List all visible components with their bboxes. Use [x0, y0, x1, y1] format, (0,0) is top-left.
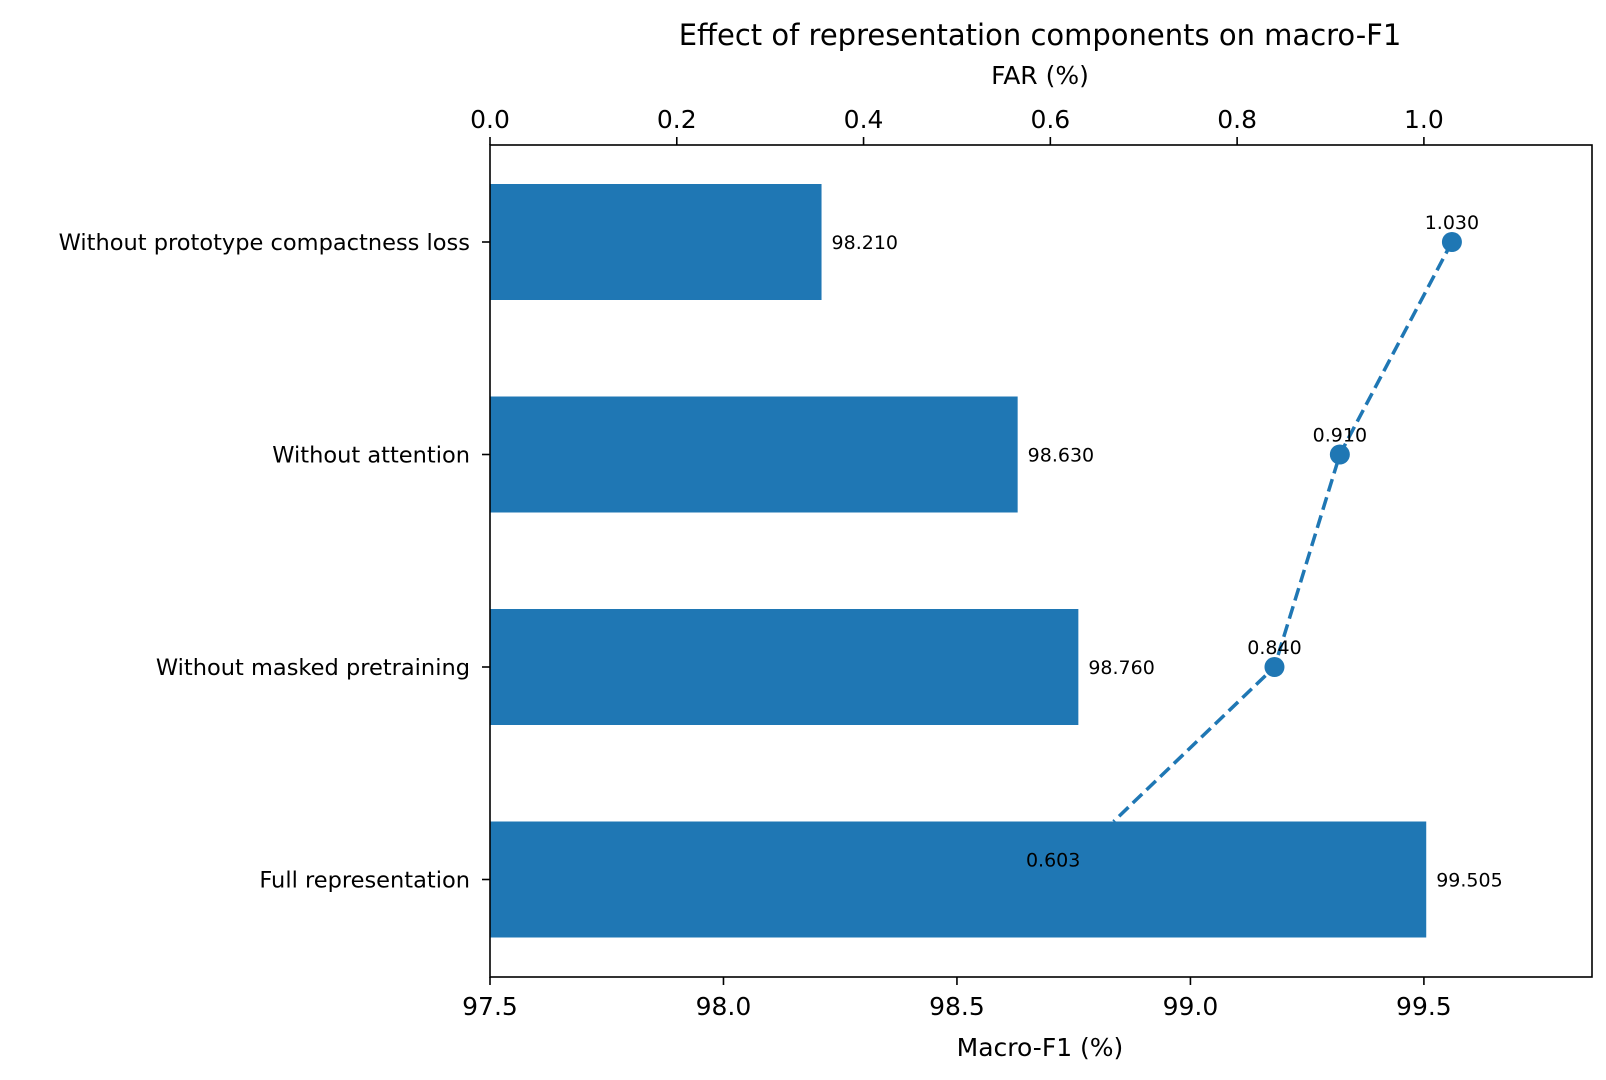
category-label: Without masked pretraining	[156, 655, 470, 681]
bottom-axis-tick-label: 98.5	[929, 992, 985, 1021]
chart-title: Effect of representation components on m…	[679, 18, 1402, 52]
bar[interactable]	[490, 396, 1018, 513]
far-value-label: 1.030	[1425, 212, 1479, 234]
category-label: Full representation	[259, 868, 470, 894]
top-axis-tick-label: 0.6	[1030, 105, 1070, 134]
far-value-label: 0.840	[1247, 637, 1301, 659]
far-line-series	[1112, 241, 1454, 823]
bar-value-label: 98.760	[1088, 657, 1154, 679]
bar-value-label: 98.630	[1028, 445, 1094, 467]
bottom-axis-title: Macro-F1 (%)	[957, 1033, 1124, 1062]
far-point[interactable]	[1264, 657, 1285, 677]
bottom-axis-tick-label: 99.0	[1163, 992, 1219, 1021]
bottom-axis-tick-label: 98.0	[696, 992, 752, 1021]
far-point[interactable]	[1329, 444, 1350, 465]
plot-frame	[489, 144, 1593, 978]
top-axis-tick-label: 0.2	[657, 105, 697, 134]
bottom-axis-tick-label: 99.5	[1396, 992, 1452, 1021]
top-axis-tick-label: 0.0	[470, 105, 510, 134]
far-value-label: 0.603	[1026, 850, 1080, 872]
category-label: Without attention	[272, 443, 470, 469]
bar[interactable]	[490, 184, 822, 300]
bar-value-label: 99.505	[1436, 870, 1502, 892]
bar-value-label: 98.210	[832, 232, 898, 254]
category-label: Without prototype compactness loss	[59, 230, 470, 256]
top-axis-title: FAR (%)	[991, 61, 1089, 90]
top-axis-tick-label: 0.8	[1217, 105, 1257, 134]
bar[interactable]	[490, 821, 1427, 938]
bar[interactable]	[490, 609, 1079, 725]
bottom-axis-tick-label: 97.5	[462, 992, 518, 1021]
top-axis-tick-label: 0.4	[844, 105, 884, 134]
top-axis-tick-label: 1.0	[1404, 105, 1444, 134]
plot-area: 98.210 98.630 98.760 99.505 1.030 0.910 0.840 0…	[59, 105, 1593, 1021]
far-value-label: 0.910	[1313, 425, 1367, 447]
far-point[interactable]	[1441, 232, 1462, 252]
